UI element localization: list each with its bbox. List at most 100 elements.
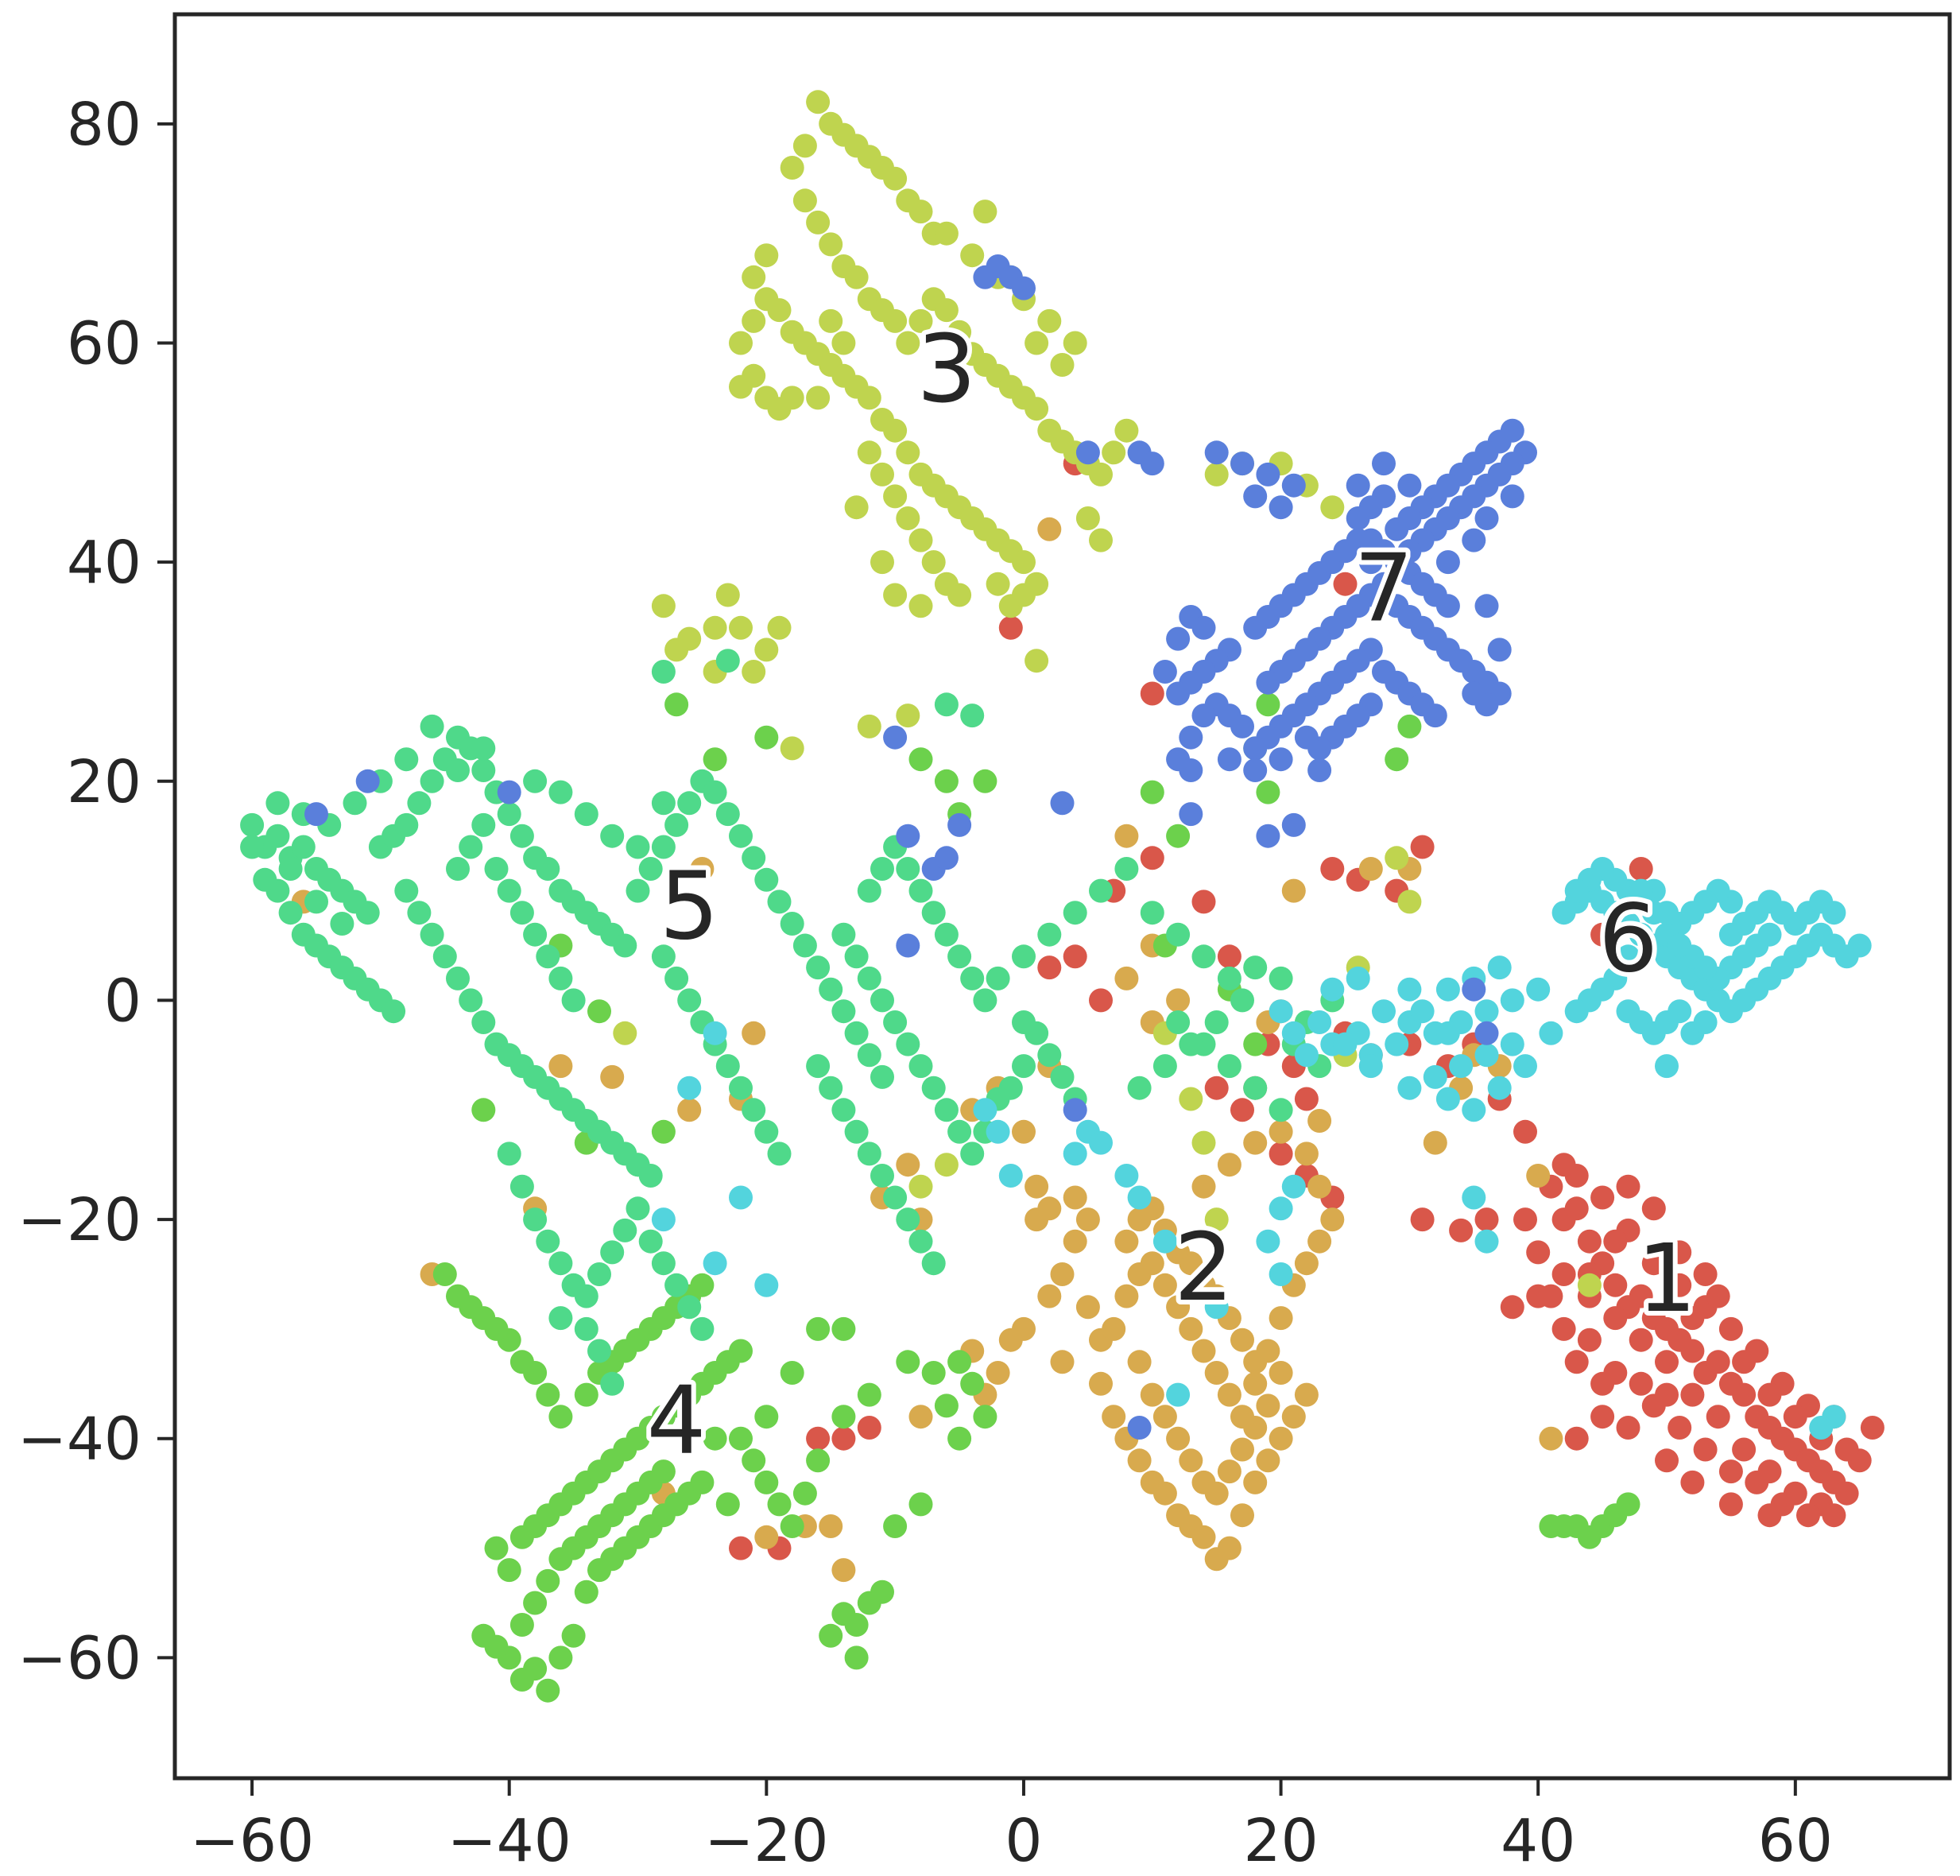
point-c5-206	[960, 704, 985, 728]
point-c5-175	[1012, 1054, 1036, 1079]
point-c3-30	[742, 308, 766, 333]
point-c5-121	[819, 1076, 843, 1100]
x-tick-label: 60	[1758, 1807, 1833, 1872]
point-c5-128	[908, 1229, 933, 1254]
point-c7-22	[1346, 506, 1370, 530]
point-c6-122	[1127, 1185, 1152, 1210]
point-c7-64	[1423, 704, 1447, 728]
point-c3-124	[1191, 1130, 1216, 1155]
point-c5-19	[382, 999, 406, 1024]
point-c4-99	[831, 1316, 856, 1341]
point-c1-10	[1680, 1339, 1705, 1363]
point-c7-39	[1256, 670, 1280, 695]
point-c5-180	[986, 966, 1010, 990]
point-c3-21	[742, 265, 766, 289]
point-c4-103	[1551, 1514, 1576, 1538]
point-c3-43	[934, 298, 959, 323]
point-c7-102	[1474, 506, 1499, 530]
point-c7-95	[1179, 758, 1203, 782]
point-c4-116	[1243, 1032, 1268, 1056]
point-c1-24	[1860, 1416, 1884, 1440]
point-c1-22	[1834, 1481, 1859, 1506]
point-c7-132	[304, 802, 328, 827]
point-c5-88	[857, 1043, 881, 1068]
point-c3-70	[1025, 397, 1049, 421]
point-c2-30	[1217, 1536, 1241, 1560]
point-c5-193	[1243, 1076, 1268, 1100]
point-c7-78	[1191, 704, 1216, 728]
point-c1-110	[1191, 890, 1216, 914]
point-c5-186	[1140, 901, 1164, 925]
point-c4-50	[574, 1382, 598, 1407]
point-c6-111	[1358, 1054, 1383, 1079]
point-c7-118	[973, 265, 997, 289]
point-c6-93	[1333, 1032, 1358, 1056]
point-c1-52	[1564, 1426, 1589, 1451]
point-c1-50	[1590, 1405, 1615, 1429]
point-c4-85	[844, 1645, 869, 1670]
point-c1-45	[1718, 1316, 1743, 1341]
point-c3-99	[819, 308, 843, 333]
point-c1-33	[1603, 1306, 1628, 1331]
point-c2-77	[1269, 1119, 1293, 1144]
point-c3-39	[883, 418, 908, 443]
point-c4-87	[908, 1492, 933, 1517]
cluster-label-6: 6	[1598, 884, 1658, 994]
point-c2-76	[1243, 1130, 1268, 1155]
point-c5-66	[523, 922, 548, 947]
point-c3-121	[1179, 1087, 1203, 1111]
point-c1-64	[1551, 1316, 1576, 1341]
point-c5-31	[509, 824, 534, 848]
point-c6-101	[1809, 1416, 1834, 1440]
point-c1-68	[1655, 1382, 1679, 1407]
point-c6-85	[1435, 1087, 1460, 1111]
point-c2-96	[1281, 878, 1306, 903]
point-c5-107	[947, 944, 972, 969]
point-c1-40	[1590, 1185, 1615, 1210]
point-c3-116	[1397, 890, 1422, 914]
point-c1-60	[1474, 1207, 1499, 1232]
point-c6-70	[1526, 977, 1551, 1002]
point-c3-96	[844, 495, 869, 520]
point-c5-82	[780, 912, 804, 936]
point-c7-79	[1179, 725, 1203, 750]
point-c2-73	[1075, 1207, 1100, 1232]
point-c5-96	[729, 1076, 753, 1100]
point-c1-67	[1629, 1371, 1653, 1396]
point-c4-79	[715, 1492, 740, 1517]
point-c4-107	[1397, 714, 1422, 738]
point-c6-99	[1487, 955, 1512, 980]
point-c2-84	[1114, 966, 1139, 990]
point-c7-128	[1050, 791, 1075, 816]
point-c7-92	[1191, 615, 1216, 640]
point-c6-52	[1655, 901, 1679, 925]
point-c4-112	[1140, 780, 1164, 804]
point-c2-111	[1037, 517, 1062, 541]
point-c3-88	[1075, 506, 1100, 530]
point-c6-114	[1397, 977, 1422, 1002]
point-c5-110	[831, 922, 856, 947]
point-c3-41	[908, 308, 933, 333]
point-c5-196	[1204, 1010, 1229, 1034]
point-c7-137	[1256, 824, 1280, 848]
point-c3-61	[870, 462, 894, 486]
point-c6-116	[973, 1098, 997, 1122]
point-c7-114	[1243, 484, 1268, 509]
point-c6-44	[1822, 901, 1846, 925]
point-c1-87	[1718, 1492, 1743, 1517]
point-c1-121	[806, 1426, 831, 1451]
point-c3-114	[1320, 495, 1345, 520]
point-c1-62	[1500, 1295, 1524, 1320]
point-c4-98	[806, 1316, 831, 1341]
y-tick-label: 0	[104, 967, 141, 1035]
point-c2-34	[1269, 1426, 1293, 1451]
point-c6-106	[1204, 1295, 1229, 1320]
point-c5-87	[844, 1021, 869, 1045]
point-c5-123	[844, 1119, 869, 1144]
point-c1-76	[1616, 1174, 1640, 1199]
point-c5-125	[870, 1164, 894, 1188]
point-c5-163	[265, 791, 290, 816]
point-c2-39	[1152, 1405, 1177, 1429]
point-c2-110	[908, 1405, 933, 1429]
point-c7-138	[1307, 758, 1332, 782]
